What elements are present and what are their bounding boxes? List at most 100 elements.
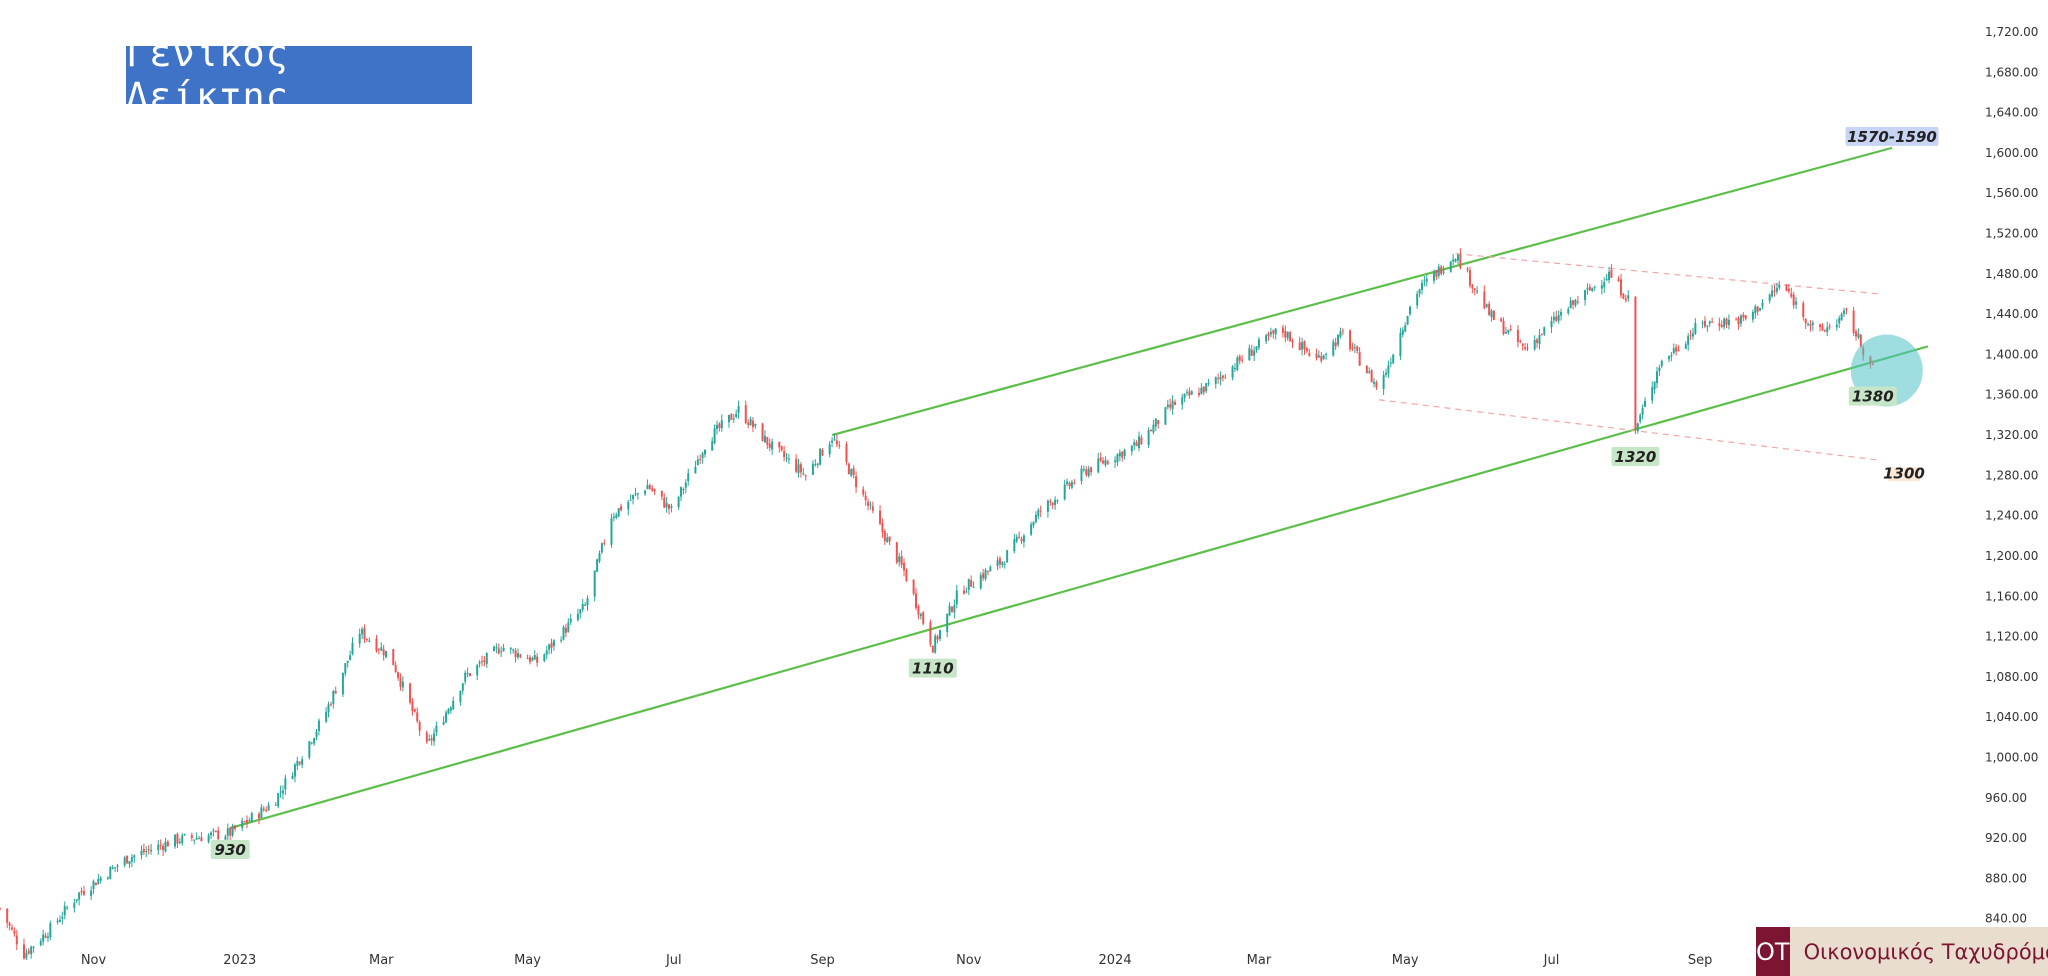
candle-body [533, 655, 536, 660]
candle-body [1454, 259, 1457, 262]
candle-body [620, 506, 623, 511]
candle-body [668, 504, 671, 509]
candle-body [341, 672, 344, 695]
candle-body [1370, 370, 1373, 383]
y-tick-label: 1,120.00 [1985, 630, 2038, 644]
candle-body [1442, 271, 1445, 273]
candle-body [852, 468, 855, 475]
candle-body [1509, 328, 1512, 330]
candle-body [425, 732, 428, 742]
candle-body [1332, 341, 1335, 356]
candle-body [1773, 290, 1776, 292]
candle-body [1387, 365, 1390, 374]
candle-body [514, 650, 517, 658]
candle-body [1651, 387, 1654, 401]
candle-body [1003, 563, 1006, 565]
candle-body [279, 791, 282, 793]
candle-body [329, 704, 332, 706]
y-tick-label: 1,400.00 [1985, 347, 2038, 361]
candle-body [478, 662, 481, 664]
candle-body [394, 664, 397, 673]
annotation-text: 1300 [1883, 464, 1925, 482]
candle-body [931, 645, 934, 653]
candle-body [1855, 331, 1858, 337]
candle-body [1725, 318, 1728, 325]
candle-body [1320, 356, 1323, 361]
candle-body [1754, 306, 1757, 314]
candle-body [1133, 442, 1136, 446]
candle-body [512, 649, 515, 651]
candle-body [435, 725, 438, 733]
candle-body [377, 649, 380, 651]
candle-body [644, 490, 647, 494]
candle-body [56, 920, 59, 922]
candle-body [1658, 367, 1661, 372]
candle-body [1169, 404, 1172, 408]
candle-body [63, 905, 66, 916]
candle-body [1768, 294, 1771, 301]
annotation-bg [210, 840, 250, 860]
candle-body [1718, 323, 1721, 326]
candle-body [1181, 397, 1184, 405]
candle-body [797, 464, 800, 473]
candle-body [955, 590, 958, 605]
candle-body [128, 861, 131, 865]
candle-body [1356, 346, 1359, 351]
candle-body [1584, 290, 1587, 300]
candle-body [593, 570, 596, 597]
candle-body [1358, 352, 1361, 366]
candle-body [58, 919, 61, 922]
candle-body [903, 563, 906, 571]
candle-body [732, 418, 735, 420]
candle-body [1452, 259, 1455, 262]
candle-body [1020, 538, 1023, 542]
candle-body [1317, 355, 1320, 358]
candle-body [1015, 536, 1018, 542]
candle-body [1063, 484, 1066, 500]
candle-body [1672, 348, 1675, 354]
candle-body [699, 459, 702, 461]
candle-body [735, 413, 738, 417]
candle-body [1790, 293, 1793, 297]
candle-body [763, 435, 766, 443]
candle-body [1022, 535, 1025, 542]
candle-body [780, 446, 783, 451]
candle-body [1221, 375, 1224, 378]
candle-body [1257, 339, 1260, 348]
candle-body [1373, 381, 1376, 384]
candle-body [751, 420, 754, 428]
candle-body [1739, 315, 1742, 324]
candle-body [1046, 500, 1049, 512]
x-tick-label: May [514, 953, 541, 968]
y-tick-label: 1,360.00 [1985, 388, 2038, 402]
candle-body [94, 882, 97, 886]
candle-body [212, 830, 215, 832]
candle-body [447, 709, 450, 714]
candle-body [200, 837, 203, 842]
candle-body [982, 573, 985, 579]
y-tick-label: 1,160.00 [1985, 589, 2038, 603]
candle-body [385, 650, 388, 658]
candle-body [80, 890, 83, 893]
candle-body [382, 649, 385, 656]
candle-body [399, 677, 402, 687]
candle-body [416, 712, 419, 722]
candle-body [1001, 561, 1004, 565]
candle-body [1608, 271, 1611, 281]
candle-body [260, 807, 263, 818]
candle-body [380, 647, 383, 651]
candle-body [1507, 329, 1510, 333]
candle-body [1677, 349, 1680, 351]
y-tick-label: 960.00 [1985, 791, 2027, 805]
candle-body [1051, 502, 1054, 506]
candle-body [1468, 270, 1471, 286]
candle-body [895, 542, 898, 563]
candle-body [106, 877, 109, 879]
candle-body [1521, 344, 1524, 346]
y-tick-label: 1,480.00 [1985, 267, 2038, 281]
candle-body [1171, 400, 1174, 409]
candle-body [550, 642, 553, 648]
y-tick-label: 1,320.00 [1985, 428, 2038, 442]
candle-body [1409, 306, 1411, 315]
candle-body [509, 647, 512, 650]
